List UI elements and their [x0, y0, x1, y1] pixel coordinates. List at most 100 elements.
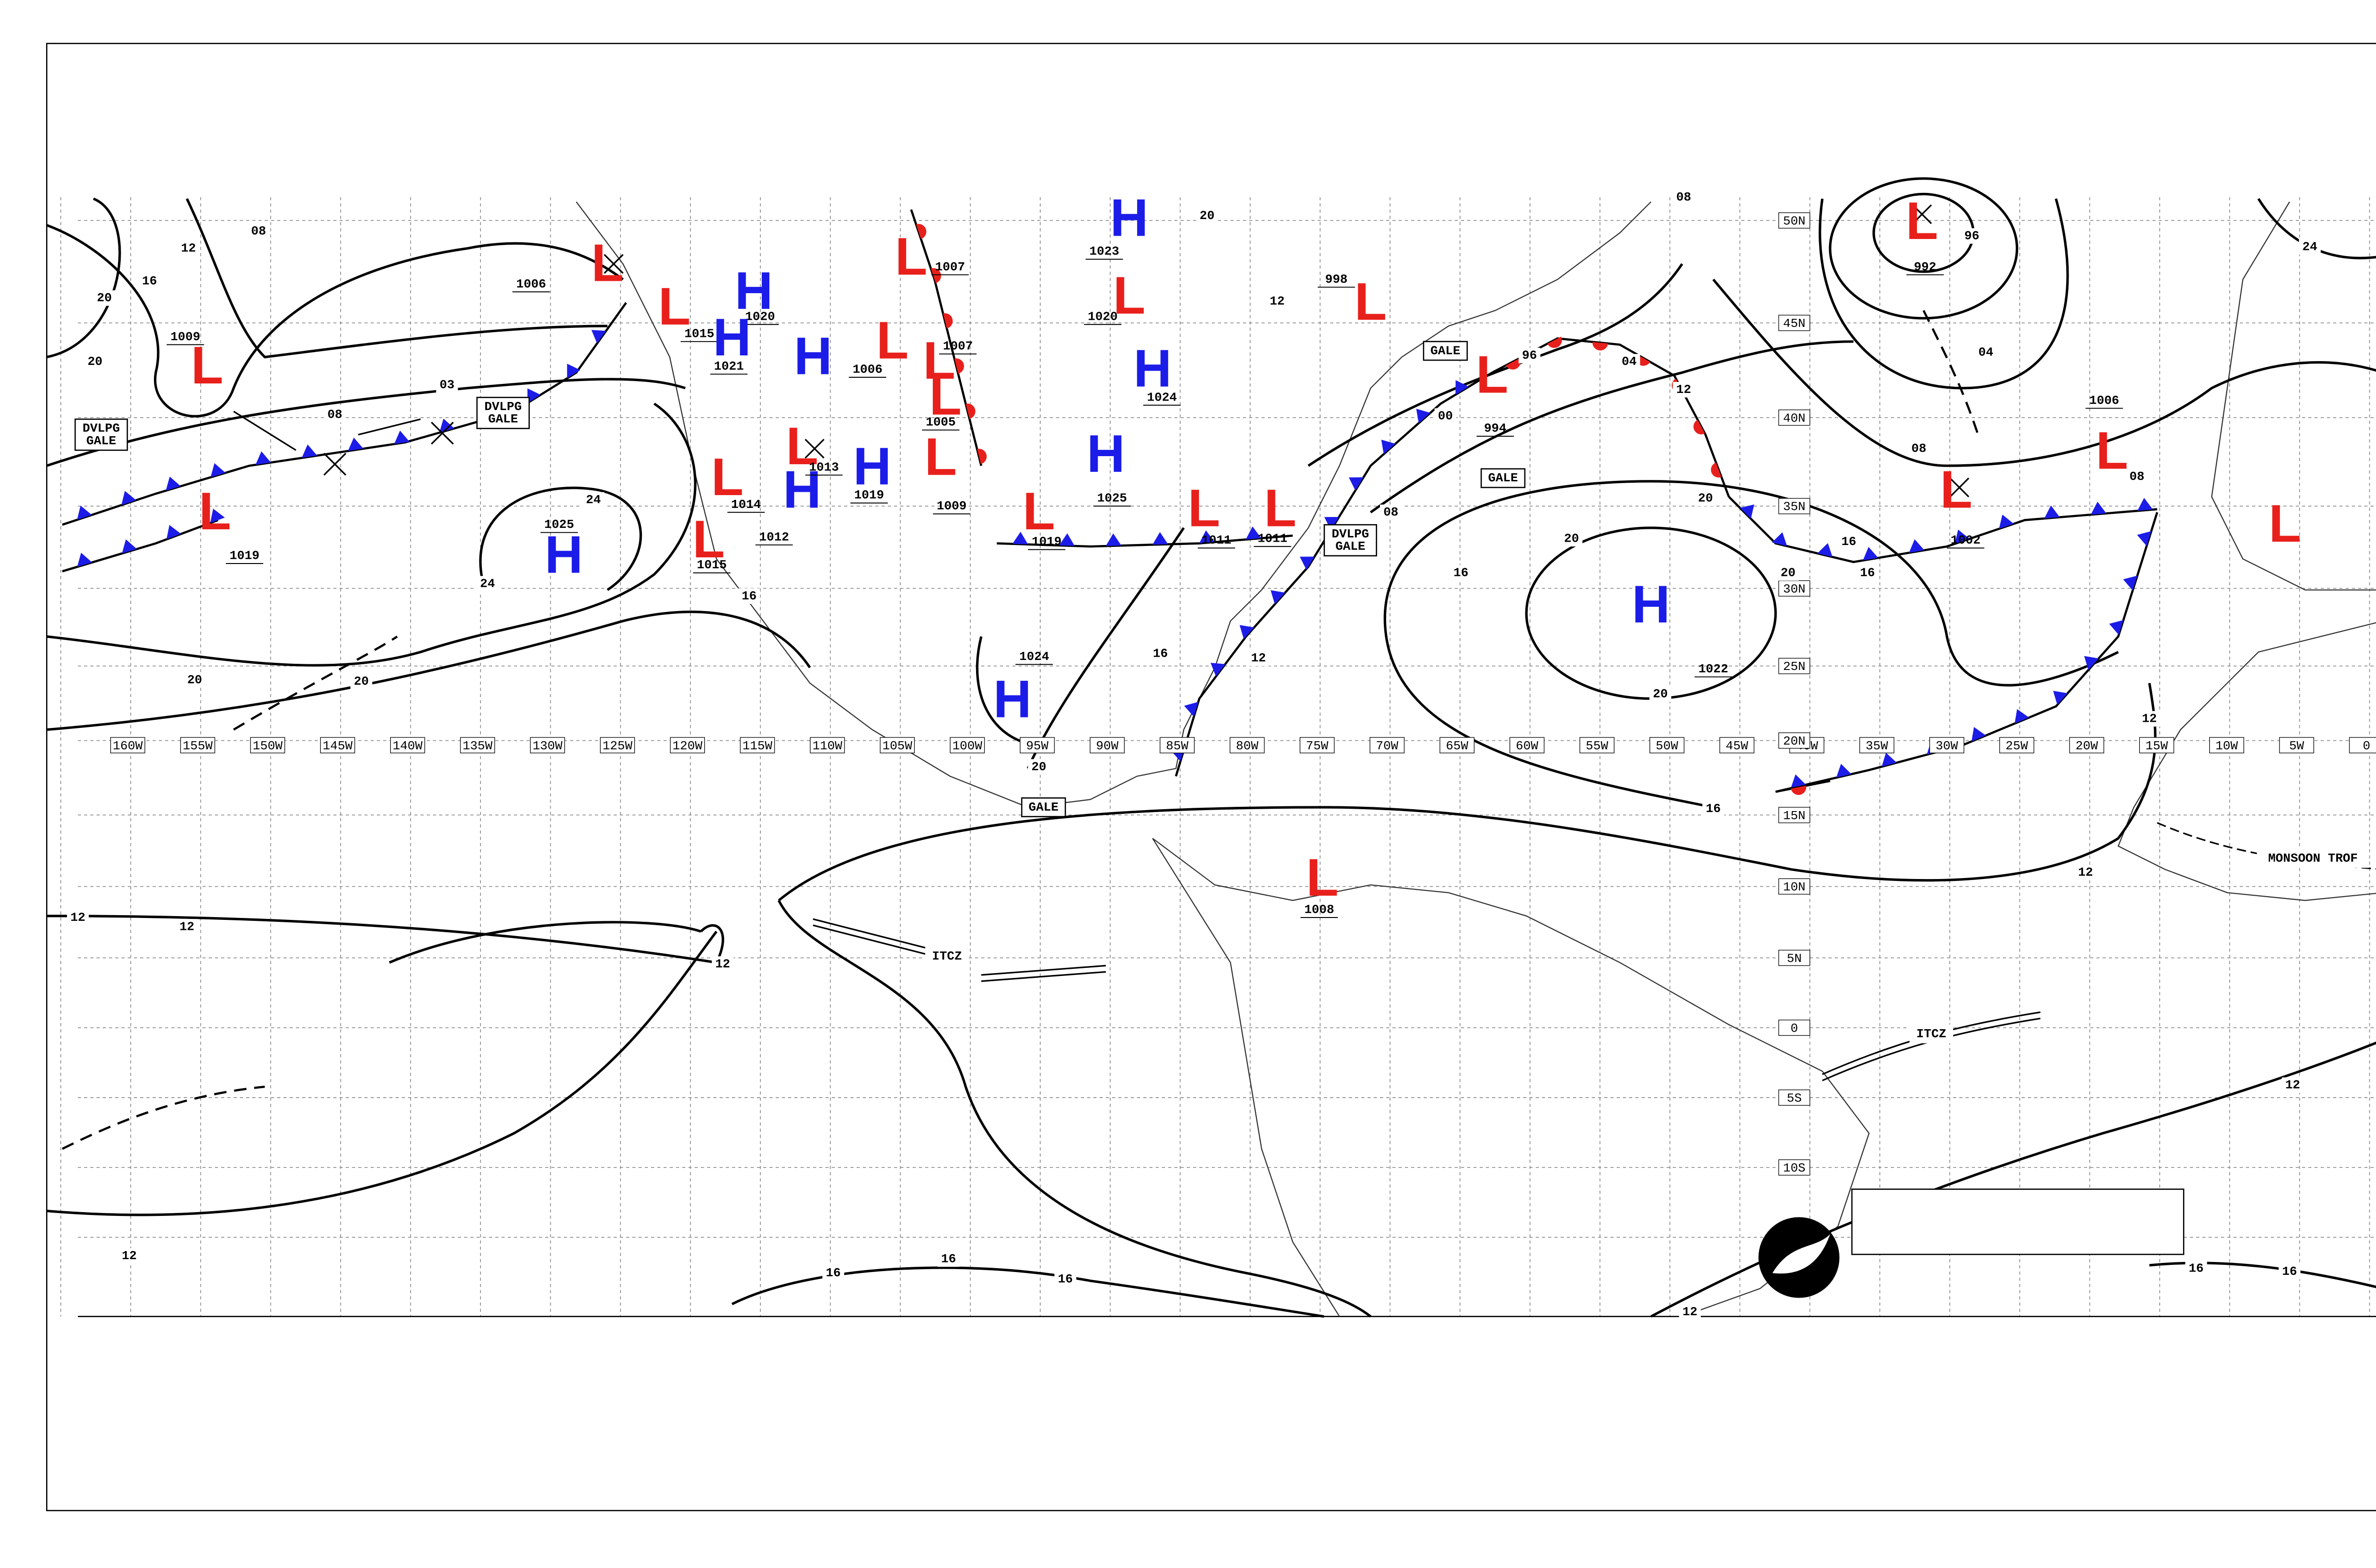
isobar: [1307, 263, 1684, 467]
center-pressure: 1020: [745, 309, 775, 324]
feature-label: ITCZ: [1916, 1027, 1946, 1041]
feature-label: GALE: [1029, 800, 1059, 814]
low-center: L: [2269, 494, 2301, 553]
cold-front-barb: [394, 430, 410, 444]
isobar-label: 16: [142, 274, 157, 288]
center-pressure: 1009: [937, 499, 967, 513]
isobar-label: 16: [1454, 566, 1468, 580]
low-center: L: [1188, 478, 1220, 538]
isobar-label: 16: [742, 589, 757, 603]
cold-front-barb: [2044, 505, 2060, 519]
lon-label: 5W: [2289, 739, 2304, 753]
warm-front-barb: [930, 268, 941, 284]
isobar-label-bg: [2126, 468, 2148, 485]
lon-label: 45W: [1726, 739, 1748, 753]
warm-front-barb: [977, 449, 987, 464]
lon-label: 140W: [393, 739, 422, 753]
isobar-label-bg: [2185, 1261, 2207, 1276]
cold-front-barb: [210, 508, 225, 523]
feature-label: DVLPG: [484, 400, 522, 414]
warm-front-barb: [1791, 785, 1807, 795]
isobar-label-bg: [1777, 565, 1799, 581]
lon-label: 130W: [533, 739, 563, 753]
isobar-label: 04: [1622, 354, 1637, 369]
low-center: L: [876, 311, 909, 370]
isobar-label-bg: [2074, 864, 2097, 880]
cold-front-barb: [2137, 531, 2152, 546]
fronts: [62, 209, 2158, 795]
center-pressure: 1019: [1032, 535, 1062, 549]
logo-gull: [1772, 1234, 1830, 1274]
cold-front-barb: [1954, 529, 1970, 544]
cold-front-barb: [1909, 539, 1925, 553]
cold-front-barb: [1863, 546, 1878, 561]
isobar-label-bg: [324, 407, 346, 422]
isobar-label-bg: [1649, 686, 1671, 702]
itcz-line: [813, 918, 2041, 1081]
lon-label-box: [949, 737, 985, 754]
feature-box: [1323, 524, 1377, 557]
isobar-label: 12: [2142, 712, 2156, 726]
isobar-label: 20: [1698, 491, 1713, 506]
isobar-label-bg: [1961, 228, 1983, 244]
isobar-label-bg: [138, 273, 161, 289]
warm-front-barb: [916, 224, 927, 239]
isobar-label: 20: [354, 674, 369, 688]
lon-label-box: [1859, 737, 1895, 754]
center-pressure: 1006: [2089, 393, 2119, 408]
cold-front-barb: [122, 539, 137, 554]
isobar-label: 16: [2282, 1264, 2297, 1279]
low-center: L: [786, 416, 818, 476]
cold-front-barb: [1416, 409, 1430, 423]
low-center: L: [1354, 272, 1387, 331]
center-pressure: 1015: [697, 558, 727, 572]
isobar-label-bg: [2279, 1263, 2301, 1280]
isobar-label: 08: [251, 224, 266, 239]
isobar-label: 16: [826, 1266, 841, 1280]
lon-label-box: [2349, 737, 2376, 754]
isobar: [778, 683, 2157, 902]
isobar: [1383, 480, 2119, 809]
isobar: [389, 921, 701, 964]
warm-front: [1491, 337, 1730, 497]
lat-label: 15N: [1783, 809, 1805, 823]
low-center: L: [1306, 848, 1339, 907]
lat-label: 40N: [1783, 411, 1805, 425]
warm-front-barb: [1711, 462, 1722, 478]
isobar-label-bg: [183, 672, 206, 688]
lon-label-box: [2209, 737, 2244, 754]
lon-label: 145W: [323, 739, 353, 753]
isobar-label-bg: [582, 492, 604, 508]
lon-label-box: [320, 737, 355, 754]
lon-label: 0: [2363, 739, 2370, 753]
center-pressure: 1012: [759, 530, 789, 544]
center-pressure: 1006: [516, 277, 546, 291]
center-pressure: 1014: [731, 497, 761, 512]
isobar: [47, 915, 724, 964]
center-pressure: 1006: [853, 363, 882, 377]
lon-label: 20W: [2076, 739, 2098, 753]
coastline: [2117, 622, 2376, 901]
isobar-label-bg: [1679, 1304, 1701, 1320]
cold-front-barb: [1999, 514, 2014, 529]
cold-front-barb: [1152, 532, 1169, 545]
lon-label: 110W: [813, 739, 843, 753]
feature-box: [476, 397, 530, 430]
center-pressure: 1019: [230, 549, 259, 563]
lat-label-box: [1778, 1019, 1811, 1036]
isobar-label: 20: [87, 354, 102, 369]
lon-label: 10W: [2215, 739, 2238, 753]
isobar-label: 12: [2285, 1078, 2300, 1092]
cold-front-barb: [1836, 764, 1852, 778]
isobar-label-bg: [67, 909, 89, 926]
isobar-label: 24: [2302, 239, 2317, 254]
isobar: [1829, 177, 2019, 320]
lat-label: 10S: [1783, 1161, 1805, 1176]
isobar-label: 20: [1564, 532, 1579, 546]
center-pressure: 998: [1325, 272, 1348, 287]
lat-label: 0: [1791, 1022, 1798, 1036]
center-pressure: 1025: [1097, 491, 1127, 506]
warm-front-barb: [954, 358, 964, 374]
cold-front-barb: [1105, 533, 1121, 546]
isobar-label-bg: [177, 240, 200, 257]
